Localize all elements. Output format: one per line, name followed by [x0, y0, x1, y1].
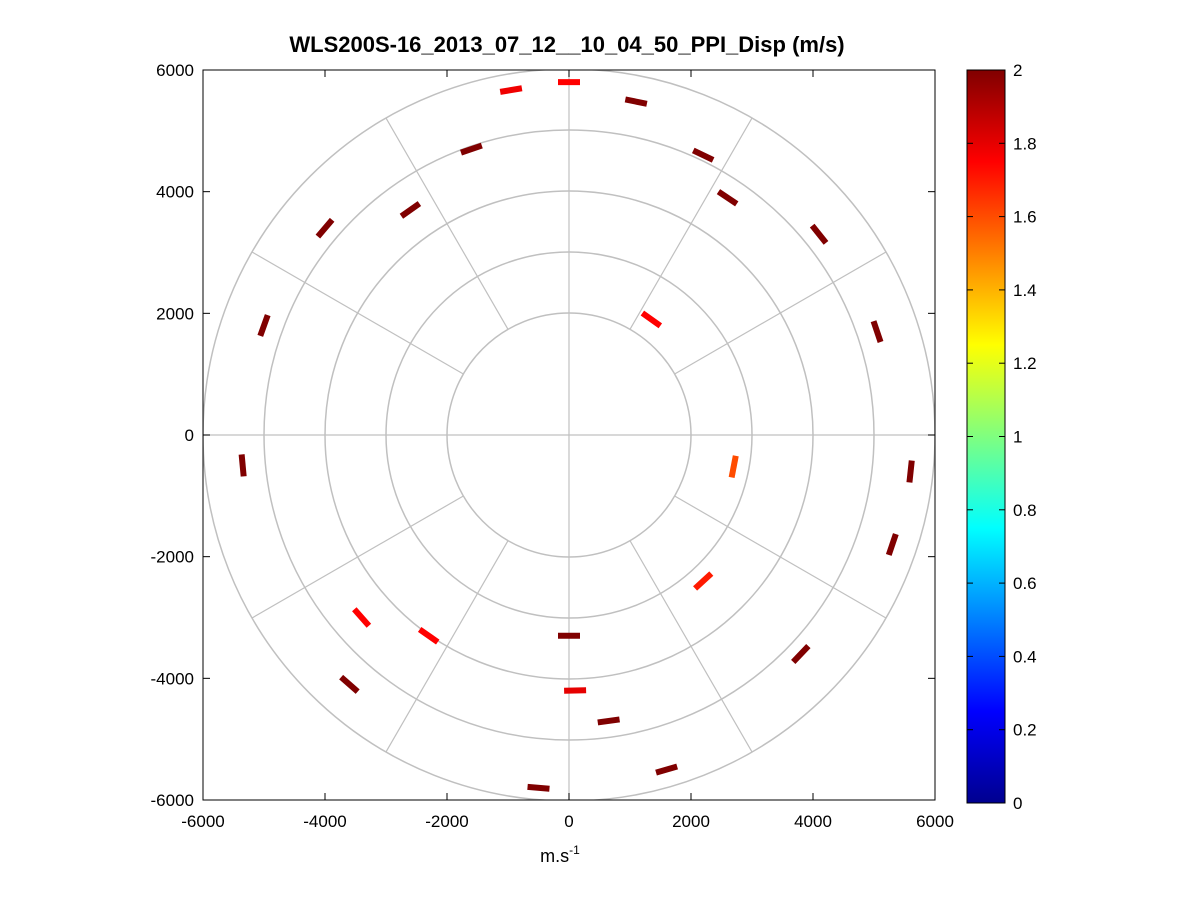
data-point — [809, 223, 829, 245]
x-axis-ticks: -6000 -4000 -2000 0 2000 4000 6000 — [181, 70, 954, 831]
y-tick-label: 2000 — [156, 304, 194, 323]
colorbar-tick-label: 0.4 — [1013, 647, 1037, 666]
grid-spoke — [629, 540, 753, 753]
data-point — [499, 85, 523, 95]
grid-spoke — [385, 117, 509, 330]
grid-spoke — [674, 495, 887, 619]
data-point — [693, 571, 714, 591]
grid-spoke — [629, 117, 753, 330]
data-point — [906, 460, 915, 483]
x-tick-label: -6000 — [181, 812, 224, 831]
data-point — [238, 454, 247, 477]
x-tick-label: 4000 — [794, 812, 832, 831]
colorbar-tick-label: 1.2 — [1013, 354, 1037, 373]
x-tick-label: 2000 — [672, 812, 710, 831]
data-point — [527, 783, 550, 792]
colorbar-tick-label: 1 — [1013, 428, 1022, 447]
data-point — [339, 674, 360, 694]
data-point — [728, 455, 739, 479]
x-axis-label-superscript: -1 — [569, 843, 580, 857]
y-tick-label: 6000 — [156, 61, 194, 80]
colorbar-ticks: 0 0.2 0.4 0.6 0.8 1 1.2 1.4 1.6 1.8 2 — [967, 61, 1037, 813]
colorbar-tick-label: 1.6 — [1013, 208, 1037, 227]
colorbar-tick-label: 1.4 — [1013, 281, 1037, 300]
data-point — [640, 310, 663, 329]
data-point — [315, 217, 335, 239]
y-axis-ticks: 6000 4000 2000 0 -2000 -4000 -6000 — [151, 61, 935, 810]
grid-spoke — [251, 495, 464, 619]
colorbar-tick-label: 1.8 — [1013, 134, 1037, 153]
data-point — [352, 607, 372, 628]
grid-spoke — [385, 540, 509, 753]
chart-title: WLS200S-16_2013_07_12__10_04_50_PPI_Disp… — [289, 32, 844, 57]
data-point — [791, 643, 811, 665]
data-point — [399, 201, 422, 219]
y-tick-label: -6000 — [151, 791, 194, 810]
data-point — [655, 763, 679, 776]
x-tick-label: 6000 — [916, 812, 954, 831]
colorbar-tick-label: 0 — [1013, 794, 1022, 813]
x-axis-label-base: m.s — [540, 846, 569, 866]
data-point — [417, 626, 440, 645]
colorbar-tick-label: 0.2 — [1013, 721, 1037, 740]
data-point — [624, 96, 648, 107]
colorbar: 0 0.2 0.4 0.6 0.8 1 1.2 1.4 1.6 1.8 2 — [966, 61, 1037, 813]
colorbar-tick-label: 0.6 — [1013, 574, 1037, 593]
data-point — [257, 314, 271, 337]
x-tick-label: 0 — [564, 812, 573, 831]
data-point — [716, 189, 739, 207]
colorbar-tick-label: 2 — [1013, 61, 1022, 80]
plot-area: -6000 -4000 -2000 0 2000 4000 6000 6000 4000 200… — [151, 61, 954, 831]
data-point — [691, 147, 715, 163]
data-point — [885, 533, 899, 556]
x-axis-label: m.s-1 — [540, 843, 580, 866]
data-point — [460, 142, 483, 156]
data-point — [870, 320, 884, 343]
y-tick-label: 4000 — [156, 183, 194, 202]
x-tick-label: -4000 — [303, 812, 346, 831]
grid-spoke — [251, 251, 464, 375]
data-point — [597, 716, 620, 726]
x-tick-label: -2000 — [425, 812, 468, 831]
colorbar-tick-label: 0.8 — [1013, 501, 1037, 520]
grid-spoke — [674, 251, 887, 375]
data-point — [564, 687, 587, 694]
y-tick-label: -4000 — [151, 669, 194, 688]
polar-grid — [203, 70, 935, 800]
y-tick-label: 0 — [185, 426, 194, 445]
y-tick-label: -2000 — [151, 548, 194, 567]
data-points — [238, 79, 915, 792]
